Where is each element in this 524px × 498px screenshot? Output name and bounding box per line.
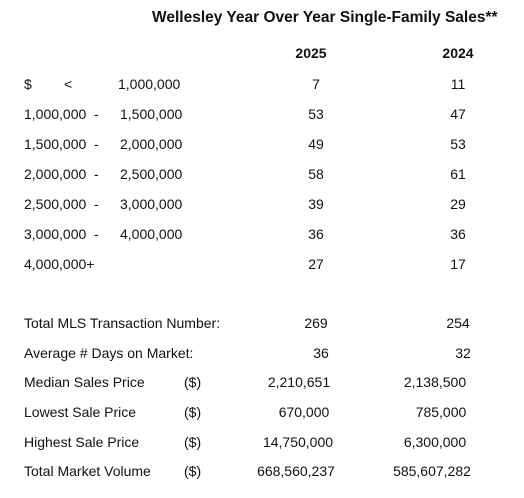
value-2024: 17 (450, 256, 466, 272)
range-high: 2,500,000 (120, 166, 183, 182)
range-high: 2,000,000 (120, 136, 183, 152)
value-2025: 36 (313, 345, 329, 361)
range-separator: - (94, 106, 99, 122)
range-separator: - (94, 136, 99, 152)
summary-unit: ($) (184, 463, 202, 479)
range-separator: - (94, 226, 99, 242)
value-2024: 47 (450, 106, 466, 122)
summary-unit: ($) (184, 374, 202, 390)
range-separator: - (94, 166, 99, 182)
summary-label: Average # Days on Market: (24, 345, 194, 361)
value-2025: 7 (312, 76, 320, 92)
range-low: 1,500,000 (24, 136, 87, 152)
value-2024: 254 (446, 315, 470, 331)
value-2025: 53 (308, 106, 324, 122)
summary-label: Total MLS Transaction Number: (24, 315, 221, 331)
range-high: 4,000,000 (120, 226, 183, 242)
value-2024: 585,607,282 (393, 463, 471, 479)
summary-label: Median Sales Price (24, 374, 145, 390)
value-2024: 785,000 (415, 404, 467, 420)
value-2024: 36 (450, 226, 466, 242)
value-2025: 14,750,000 (262, 434, 334, 450)
column-header-2024: 2024 (442, 45, 474, 61)
range-high: 1,000,000 (118, 76, 181, 92)
value-2025: 49 (308, 136, 324, 152)
range-low: $ (24, 76, 32, 92)
range-low: 3,000,000 (24, 226, 87, 242)
summary-label: Total Market Volume (24, 463, 151, 479)
value-2024: 29 (450, 196, 466, 212)
range-high: 1,500,000 (120, 106, 183, 122)
value-2024: 2,138,500 (403, 374, 467, 390)
summary-unit: ($) (184, 404, 202, 420)
value-2025: 2,210,651 (267, 374, 331, 390)
value-2025: 39 (308, 196, 324, 212)
range-low: 4,000,000+ (24, 256, 95, 272)
value-2024: 6,300,000 (403, 434, 467, 450)
value-2024: 11 (450, 76, 466, 92)
summary-unit: ($) (184, 434, 202, 450)
column-header-2025: 2025 (295, 45, 327, 61)
range-separator: - (94, 196, 99, 212)
range-high: 3,000,000 (120, 196, 183, 212)
range-separator: < (64, 76, 73, 92)
summary-label: Lowest Sale Price (24, 404, 137, 420)
value-2025: 27 (308, 256, 324, 272)
range-low: 2,500,000 (24, 196, 87, 212)
value-2025: 58 (308, 166, 324, 182)
page-title: Wellesley Year Over Year Single-Family S… (152, 9, 498, 26)
range-low: 2,000,000 (24, 166, 87, 182)
range-low: 1,000,000 (24, 106, 87, 122)
value-2025: 670,000 (278, 404, 330, 420)
value-2024: 53 (450, 136, 466, 152)
value-2025: 269 (304, 315, 328, 331)
value-2025: 36 (308, 226, 324, 242)
value-2024: 61 (450, 166, 466, 182)
summary-label: Highest Sale Price (24, 434, 140, 450)
value-2025: 668,560,237 (257, 463, 335, 479)
value-2024: 32 (455, 345, 471, 361)
